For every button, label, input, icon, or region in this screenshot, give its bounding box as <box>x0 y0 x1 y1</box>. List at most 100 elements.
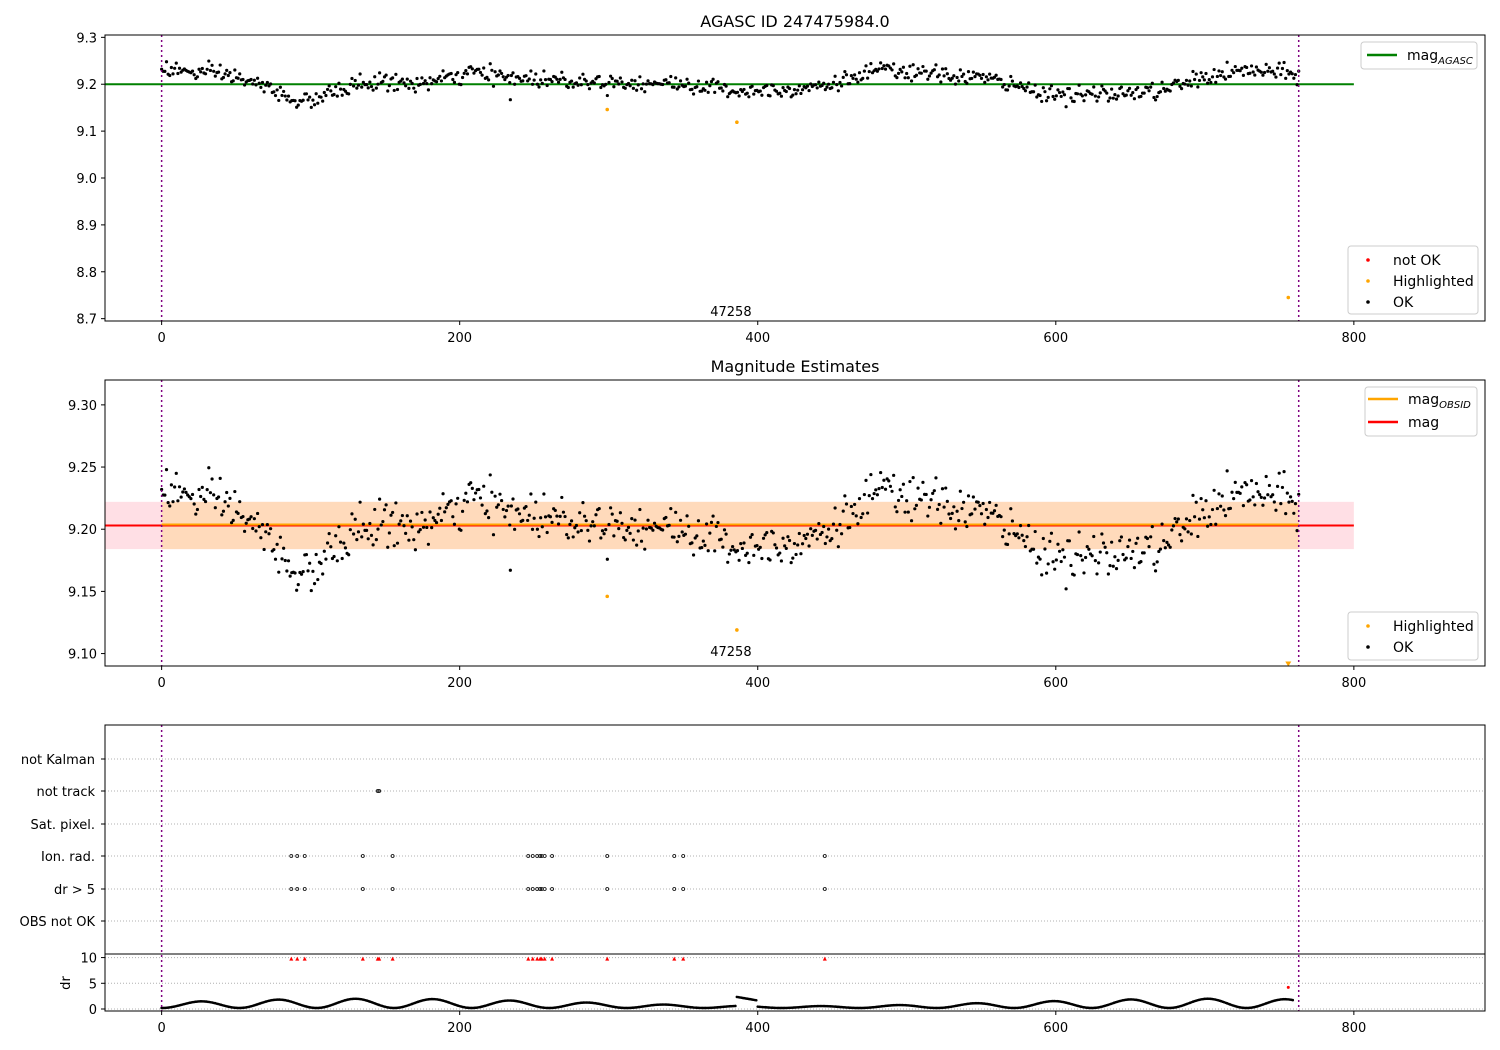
ok-point <box>1113 555 1117 559</box>
ok-point <box>371 88 375 92</box>
ok-point <box>221 509 226 513</box>
ok-point <box>635 543 639 547</box>
ok-point <box>1245 483 1249 487</box>
ok-point <box>251 82 255 86</box>
ok-point <box>711 514 715 518</box>
dr-point <box>754 998 758 1002</box>
ok-point <box>631 538 635 542</box>
ok-point <box>1209 522 1213 527</box>
ok-point <box>503 77 507 82</box>
x-tick-label: 400 <box>745 331 770 346</box>
x-tick-label: 0 <box>157 1021 165 1036</box>
ok-point <box>257 81 261 85</box>
ok-point <box>1040 573 1044 577</box>
ok-point <box>999 77 1003 82</box>
flag-point <box>302 854 307 858</box>
ok-point <box>617 527 621 531</box>
ok-point <box>355 86 359 90</box>
flags-panel-data <box>105 725 1485 1011</box>
ok-point <box>574 81 579 85</box>
ok-point <box>690 541 694 545</box>
ok-point <box>487 78 491 82</box>
ok-point <box>225 490 229 495</box>
ok-point <box>615 79 619 83</box>
ok-point <box>171 72 175 76</box>
ok-point <box>218 63 222 67</box>
ok-point <box>558 514 562 518</box>
ok-point <box>966 70 971 74</box>
ok-point <box>674 76 678 80</box>
ok-point <box>853 502 857 507</box>
ok-point <box>573 526 577 530</box>
ok-point <box>488 62 492 66</box>
ok-point <box>1025 85 1029 89</box>
ok-point <box>500 498 504 503</box>
ok-point <box>950 76 954 80</box>
ok-point <box>882 478 886 482</box>
ok-point <box>848 525 852 530</box>
ok-point <box>908 479 912 484</box>
flag-label: Sat. pixel. <box>31 818 95 833</box>
ok-point <box>970 76 974 81</box>
ok-point <box>1189 532 1193 536</box>
flag-point <box>289 887 294 891</box>
ok-point <box>540 81 544 85</box>
ok-point <box>672 85 676 89</box>
ok-point <box>1057 549 1062 553</box>
ok-point <box>1225 469 1229 473</box>
ok-point <box>200 485 204 489</box>
ok-point <box>368 80 372 84</box>
ok-point <box>190 69 195 73</box>
ok-point <box>517 76 522 81</box>
ok-point <box>896 498 901 503</box>
ok-point <box>774 546 779 550</box>
ok-point <box>337 525 341 529</box>
ok-point <box>800 542 805 546</box>
ok-point <box>524 74 528 78</box>
ok-point <box>560 70 564 74</box>
ok-point <box>909 79 914 83</box>
ok-point <box>325 87 330 92</box>
ok-point <box>622 535 626 540</box>
ok-point <box>714 524 718 529</box>
ok-point <box>1240 66 1244 70</box>
flag-point <box>360 854 365 858</box>
ok-point <box>1206 524 1210 528</box>
ok-point <box>1162 86 1166 91</box>
ok-point <box>342 541 346 545</box>
ok-point <box>430 526 434 530</box>
ok-point <box>971 495 975 499</box>
ok-point <box>254 529 258 533</box>
ok-point <box>451 77 455 82</box>
x-tick-label: 0 <box>157 676 165 691</box>
ok-point <box>1020 533 1024 537</box>
ok-point <box>1238 491 1242 495</box>
ok-point <box>259 536 263 540</box>
ok-point <box>609 74 613 78</box>
ok-point <box>937 502 941 507</box>
ok-point <box>719 86 723 90</box>
ok-point <box>1152 95 1156 100</box>
ok-point <box>1134 541 1138 545</box>
ok-point <box>822 81 826 85</box>
ok-point <box>566 85 570 90</box>
ok-point <box>857 71 862 75</box>
ok-point <box>960 74 964 79</box>
ok-point <box>1116 558 1120 562</box>
ok-point <box>277 570 281 574</box>
ok-point <box>836 545 840 549</box>
ok-point <box>423 79 427 83</box>
ok-point <box>840 84 844 88</box>
ok-point <box>387 531 391 535</box>
ok-point <box>1202 516 1206 520</box>
ok-point <box>571 85 575 89</box>
ok-point <box>833 74 837 78</box>
ok-point <box>628 84 632 88</box>
ok-point <box>163 493 167 497</box>
ok-point <box>389 513 393 517</box>
x-tick-label: 800 <box>1341 331 1366 346</box>
ok-point <box>192 73 196 77</box>
flag-point <box>672 854 677 858</box>
ok-point <box>1179 539 1184 543</box>
ok-point <box>890 489 894 493</box>
